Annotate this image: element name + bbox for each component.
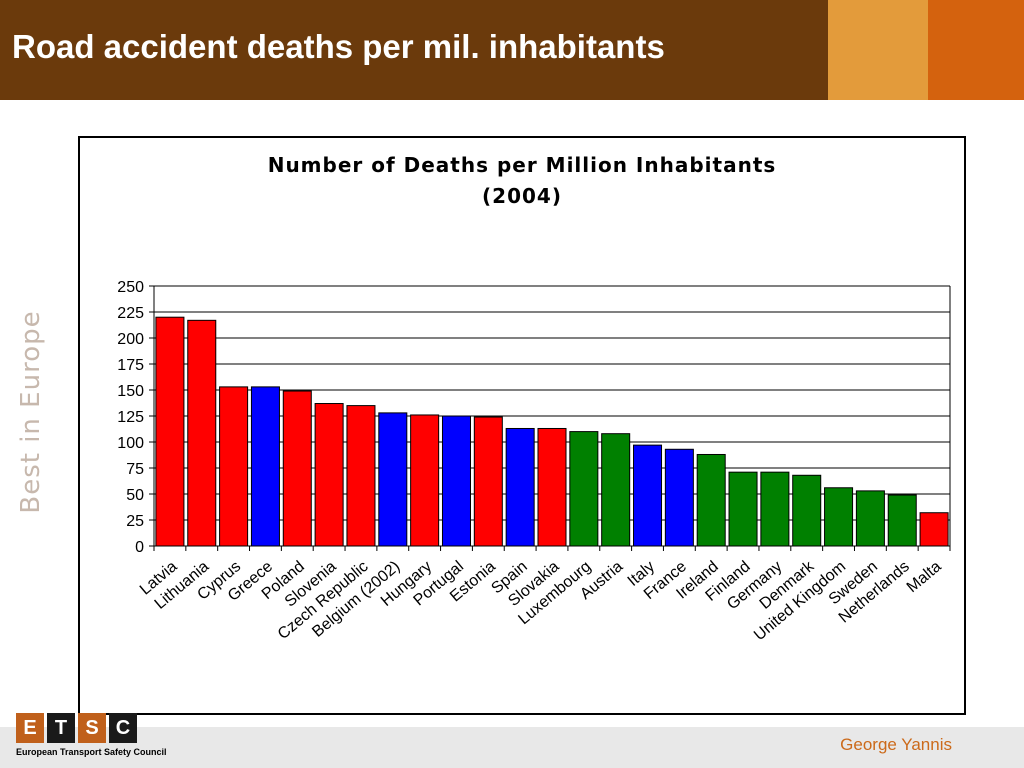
y-tick-label: 125 bbox=[117, 409, 144, 426]
y-tick-label: 150 bbox=[117, 383, 144, 400]
logo-letter-c: C bbox=[109, 713, 137, 743]
bar bbox=[919, 512, 949, 547]
bar bbox=[441, 415, 471, 547]
y-tick-label: 200 bbox=[117, 331, 144, 348]
chart-title-line: Number of Deaths per Million Inhabitants bbox=[268, 153, 777, 177]
bar bbox=[219, 386, 249, 547]
bar bbox=[250, 386, 280, 547]
header-accent-light bbox=[828, 0, 928, 100]
bar bbox=[505, 427, 535, 547]
bar bbox=[664, 448, 694, 547]
bar bbox=[887, 494, 917, 547]
slide-header: Road accident deaths per mil. inhabitant… bbox=[0, 0, 1024, 100]
bar bbox=[760, 471, 790, 547]
bar bbox=[696, 453, 726, 547]
bar bbox=[792, 474, 822, 547]
bar bbox=[410, 414, 440, 547]
bar bbox=[473, 416, 503, 547]
y-tick-label: 0 bbox=[135, 539, 144, 556]
bar bbox=[728, 471, 758, 547]
author-name: George Yannis bbox=[840, 735, 952, 754]
x-tick-label: Malta bbox=[904, 558, 945, 596]
y-tick-label: 225 bbox=[117, 305, 144, 322]
logo-letter-s: S bbox=[78, 713, 106, 743]
chart-frame: Number of Deaths per Million Inhabitants… bbox=[78, 136, 966, 715]
bar bbox=[155, 316, 185, 547]
bar bbox=[314, 403, 344, 547]
bar bbox=[346, 405, 376, 547]
bar bbox=[633, 444, 663, 547]
y-tick-label: 50 bbox=[126, 487, 144, 504]
side-caption: Best in Europe bbox=[16, 310, 46, 514]
chart-title-line: (2004) bbox=[482, 184, 562, 208]
bar-chart: Number of Deaths per Million Inhabitants… bbox=[117, 153, 951, 644]
logo-letter-t: T bbox=[47, 713, 75, 743]
bar bbox=[282, 390, 312, 547]
bar bbox=[187, 319, 217, 547]
logo-caption: European Transport Safety Council bbox=[16, 747, 167, 757]
bar bbox=[378, 412, 408, 547]
slide-title: Road accident deaths per mil. inhabitant… bbox=[12, 28, 665, 65]
y-tick-label: 75 bbox=[126, 461, 144, 478]
footer-bar bbox=[0, 727, 1024, 768]
bar bbox=[537, 427, 567, 547]
bar bbox=[824, 487, 854, 547]
y-tick-label: 100 bbox=[117, 435, 144, 452]
y-tick-label: 175 bbox=[117, 357, 144, 374]
y-tick-label: 250 bbox=[117, 279, 144, 296]
y-tick-label: 25 bbox=[126, 513, 144, 530]
logo-letter-e: E bbox=[16, 713, 44, 743]
bar bbox=[855, 490, 885, 547]
bar bbox=[601, 433, 631, 547]
bar bbox=[569, 431, 599, 547]
header-accent-dark bbox=[928, 0, 1024, 100]
